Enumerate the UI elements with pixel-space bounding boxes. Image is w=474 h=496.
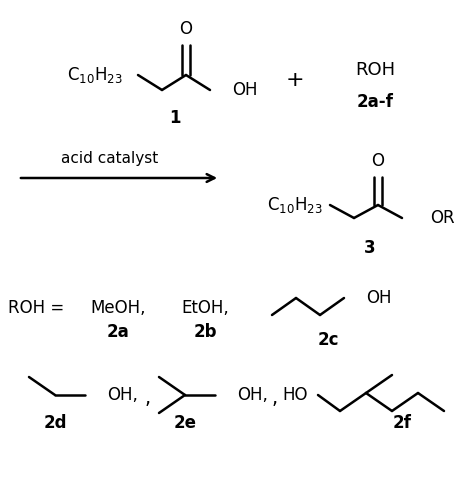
Text: OR: OR <box>430 209 455 227</box>
Text: C$_{10}$H$_{23}$: C$_{10}$H$_{23}$ <box>267 195 323 215</box>
Text: OH: OH <box>232 81 257 99</box>
Text: ,: , <box>272 389 278 409</box>
Text: O: O <box>372 152 384 170</box>
Text: ROH =: ROH = <box>8 299 64 317</box>
Text: OH: OH <box>366 289 392 307</box>
Text: ,: , <box>145 389 151 409</box>
Text: 1: 1 <box>169 109 181 127</box>
Text: 2f: 2f <box>392 414 411 432</box>
Text: OH,: OH, <box>237 386 268 404</box>
Text: 2d: 2d <box>43 414 67 432</box>
Text: C$_{10}$H$_{23}$: C$_{10}$H$_{23}$ <box>67 65 123 85</box>
Text: 2a-f: 2a-f <box>356 93 393 111</box>
Text: 2b: 2b <box>193 323 217 341</box>
Text: 2e: 2e <box>173 414 197 432</box>
Text: 2a: 2a <box>107 323 129 341</box>
Text: HO: HO <box>283 386 308 404</box>
Text: EtOH,: EtOH, <box>181 299 229 317</box>
Text: MeOH,: MeOH, <box>90 299 146 317</box>
Text: O: O <box>180 20 192 38</box>
Text: OH,: OH, <box>107 386 138 404</box>
Text: acid catalyst: acid catalyst <box>61 150 159 166</box>
Text: ROH: ROH <box>355 61 395 79</box>
Text: +: + <box>286 70 304 90</box>
Text: 3: 3 <box>364 239 376 257</box>
Text: 2c: 2c <box>317 331 339 349</box>
